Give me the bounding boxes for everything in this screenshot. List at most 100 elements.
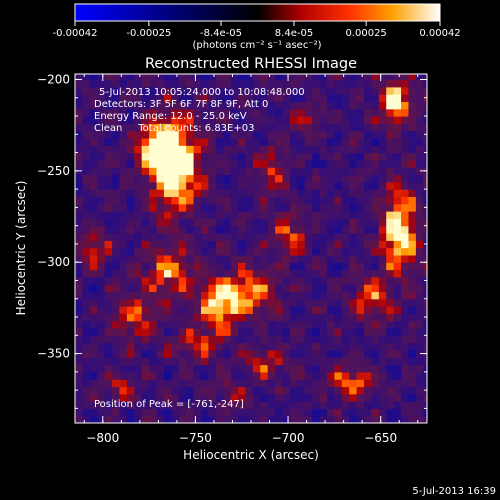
heatmap-cell [245,145,254,154]
heatmap-cell [178,393,187,402]
heatmap-cell [378,386,387,395]
heatmap-cell [215,130,224,139]
heatmap-cell [356,232,365,241]
heatmap-cell [252,327,261,336]
heatmap-cell [97,116,106,124]
heatmap-cell [423,364,427,373]
heatmap-cell [200,137,209,146]
heatmap-cell [126,371,135,380]
heatmap-cell [126,313,135,322]
heatmap-cell [423,306,427,314]
heatmap-cell [112,327,121,336]
heatmap-cell [349,94,358,103]
heatmap-cell [171,123,180,132]
heatmap-cell [267,320,276,329]
heatmap-cell [245,291,254,300]
heatmap-cell [408,408,417,417]
heatmap-cell [112,357,121,366]
heatmap-cell [356,254,365,263]
heatmap-cell [75,393,84,402]
heatmap-cell [82,335,91,344]
heatmap-cell [297,371,306,380]
heatmap-cell [304,269,313,278]
heatmap-cell [356,108,365,117]
heatmap-cell [89,137,98,146]
heatmap-cell [319,218,328,227]
heatmap-cell [408,232,417,241]
heatmap-cell [104,349,113,358]
heatmap-cell [208,306,217,314]
heatmap-cell [134,79,143,88]
heatmap-cell [119,386,128,395]
heatmap-cell [334,159,343,168]
heatmap-cell [82,145,91,154]
heatmap-cell [312,86,321,95]
heatmap-cell [304,116,313,124]
heatmap-cell [275,298,284,307]
heatmap-cell [297,225,306,234]
heatmap-cell [171,130,180,139]
heatmap-cell [186,218,195,227]
heatmap-cell [415,240,424,249]
heatmap-cell [171,306,180,314]
heatmap-cell [149,342,158,351]
heatmap-cell [408,254,417,263]
heatmap-cell [141,401,150,409]
heatmap-cell [215,159,224,168]
heatmap-cell [230,335,239,344]
heatmap-cell [200,218,209,227]
heatmap-cell [312,123,321,132]
heatmap-cell [223,408,232,417]
heatmap-cell [386,284,395,293]
heatmap-cell [304,174,313,183]
heatmap-cell [371,313,380,322]
heatmap-cell [134,276,143,285]
heatmap-cell [297,379,306,388]
heatmap-cell [126,145,135,154]
heatmap-cell [341,269,350,278]
heatmap-cell [408,203,417,212]
heatmap-cell [334,116,343,124]
heatmap-cell [186,386,195,395]
heatmap-cell [408,269,417,278]
heatmap-cell [289,364,298,373]
heatmap-cell [312,137,321,146]
heatmap-cell [364,108,373,117]
heatmap-cell [208,218,217,227]
heatmap-cell [238,247,247,256]
heatmap-cell [401,130,410,139]
heatmap-cell [223,211,232,219]
heatmap-cell [245,357,254,366]
heatmap-cell [356,349,365,358]
heatmap-cell [341,298,350,307]
heatmap-cell [75,86,84,95]
heatmap-cell [415,232,424,241]
heatmap-cell [163,371,172,380]
heatmap-cell [356,145,365,154]
heatmap-cell [134,357,143,366]
heatmap-cell [275,320,284,329]
heatmap-cell [275,401,284,409]
heatmap-cell [312,276,321,285]
heatmap-cell [289,357,298,366]
heatmap-cell [89,101,98,110]
heatmap-cell [89,335,98,344]
heatmap-cell [223,254,232,263]
heatmap-cell [312,313,321,322]
heatmap-cell [282,218,291,227]
heatmap-cell [319,276,328,285]
heatmap-cell [267,415,276,423]
heatmap-cell [245,225,254,234]
heatmap-cell [326,101,335,110]
heatmap-cell [349,101,358,110]
heatmap-cell [89,371,98,380]
heatmap-cell [141,181,150,190]
heatmap-cell [112,313,121,322]
heatmap-cell [423,335,427,344]
heatmap-cell [186,298,195,307]
heatmap-cell [289,225,298,234]
heatmap-cell [238,335,247,344]
heatmap-cell [319,101,328,110]
heatmap-cell [141,232,150,241]
heatmap-cell [193,327,202,336]
